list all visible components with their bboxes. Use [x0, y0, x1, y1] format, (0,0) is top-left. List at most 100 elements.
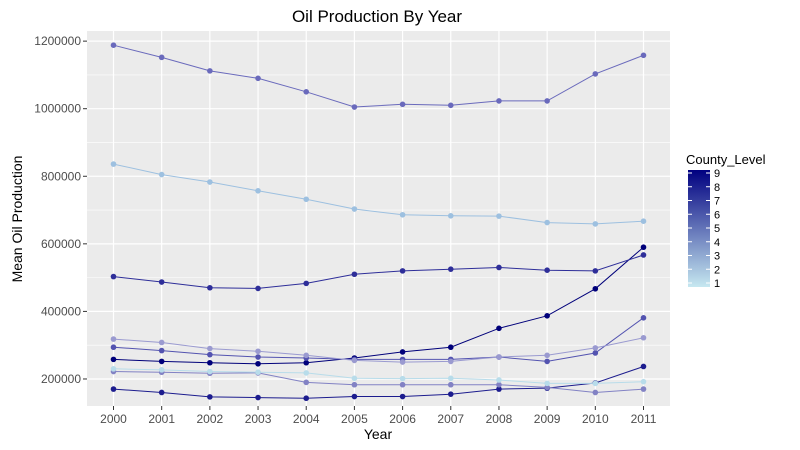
data-point-level-4 [592, 389, 599, 396]
data-point-level-9 [207, 359, 213, 366]
data-point-level-7 [207, 284, 213, 291]
data-point-level-4 [351, 381, 358, 388]
data-point-level-2 [158, 171, 165, 178]
y-tick-label: 400000 [41, 304, 81, 318]
data-point-level-8 [640, 363, 647, 370]
legend-colorbar [688, 170, 710, 287]
x-tick-label: 2002 [197, 412, 224, 426]
data-point-level-1 [592, 380, 599, 387]
data-point-level-8 [255, 394, 261, 401]
series-line-level-8 [113, 366, 644, 399]
y-tick-label: 600000 [41, 237, 81, 251]
x-axis-title: Year [364, 426, 393, 442]
x-axis: 2000 2001 2002 2003 2004 2005 2006 2007 2008 2009… [100, 406, 657, 426]
data-point-level-3 [399, 359, 406, 365]
data-point-level-2 [544, 219, 550, 226]
data-point-level-5 [592, 71, 599, 77]
y-tick-label: 1000000 [34, 102, 81, 116]
data-point-level-1 [640, 378, 647, 385]
data-point-level-3 [496, 354, 502, 360]
data-point-level-1 [447, 375, 454, 382]
data-point-level-8 [158, 389, 165, 396]
legend-label: 2 [714, 264, 720, 276]
series-line-level-4 [113, 371, 644, 394]
x-tick-label: 2010 [582, 412, 609, 426]
data-point-level-6 [207, 351, 213, 358]
data-point-level-4 [496, 381, 502, 388]
data-point-level-5 [207, 68, 213, 74]
series-line-level-3 [113, 337, 644, 363]
series-line-level-7 [113, 254, 644, 289]
data-point-level-7 [158, 279, 165, 285]
data-point-level-6 [544, 358, 550, 365]
data-point-level-2 [592, 221, 599, 227]
x-tick-label: 2009 [534, 412, 561, 426]
y-tick-label: 800000 [41, 169, 81, 183]
data-point-level-2 [207, 179, 213, 185]
x-tick-label: 2006 [389, 412, 416, 426]
data-point-level-3 [158, 339, 165, 346]
data-point-level-7 [592, 268, 599, 274]
legend-label: 1 [714, 278, 720, 290]
data-point-level-7 [303, 280, 310, 287]
legend-label: 4 [714, 237, 720, 249]
series-line-level-1 [113, 368, 644, 384]
data-point-level-5 [399, 101, 406, 108]
y-tick-label: 200000 [41, 372, 81, 386]
plot-panel [87, 31, 670, 406]
data-point-level-5 [158, 54, 165, 61]
series-line-level-6 [113, 317, 644, 362]
data-point-level-3 [303, 352, 310, 359]
grid-lines [87, 31, 670, 406]
data-point-level-1 [255, 369, 261, 376]
data-point-level-4 [447, 381, 454, 388]
x-tick-label: 2007 [437, 412, 464, 426]
x-tick-label: 2000 [100, 412, 127, 426]
data-point-level-7 [640, 252, 647, 258]
data-point-level-5 [255, 75, 261, 82]
data-point-level-9 [447, 344, 454, 351]
data-point-level-1 [544, 380, 550, 387]
data-point-level-9 [544, 312, 550, 319]
data-point-level-2 [351, 206, 358, 212]
data-point-level-8 [207, 394, 213, 400]
data-point-level-4 [399, 381, 406, 388]
data-point-level-4 [640, 386, 647, 392]
series-line-level-9 [113, 246, 644, 365]
data-point-level-9 [592, 285, 599, 292]
data-point-level-7 [255, 285, 261, 292]
data-point-level-1 [351, 375, 358, 382]
chart-title: Oil Production By Year [292, 7, 462, 26]
data-point-level-7 [496, 264, 502, 271]
data-point-level-9 [110, 356, 117, 363]
data-point-level-5 [447, 102, 454, 109]
data-point-level-1 [207, 368, 213, 375]
data-point-level-2 [447, 212, 454, 219]
data-point-level-6 [255, 354, 261, 360]
legend-title: County_Level [686, 152, 766, 167]
x-tick-label: 2001 [148, 412, 175, 426]
data-point-level-6 [640, 315, 647, 321]
data-point-level-3 [255, 348, 261, 355]
data-point-level-3 [207, 345, 213, 352]
data-point-level-6 [592, 350, 599, 356]
data-point-level-3 [351, 357, 358, 364]
data-point-level-1 [110, 366, 117, 372]
legend-label: 8 [714, 182, 720, 194]
data-point-level-9 [158, 358, 165, 365]
y-tick-label: 1200000 [34, 34, 81, 48]
data-point-level-9 [640, 244, 647, 251]
series-lines [113, 44, 644, 399]
series-line-level-2 [113, 163, 644, 225]
data-point-level-7 [447, 266, 454, 272]
y-axis: 200000 400000 600000 800000 1000000 1200000 [34, 34, 87, 386]
data-point-level-8 [110, 386, 117, 392]
data-point-level-5 [110, 42, 117, 48]
data-point-level-2 [303, 196, 310, 203]
data-point-level-8 [496, 386, 502, 392]
data-point-level-1 [158, 367, 165, 373]
data-point-level-3 [447, 358, 454, 365]
legend-label: 5 [714, 223, 720, 235]
